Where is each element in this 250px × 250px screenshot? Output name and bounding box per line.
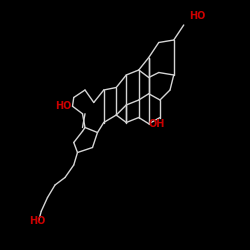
- Text: HO: HO: [29, 216, 45, 226]
- Text: HO: HO: [189, 11, 205, 21]
- Text: HO: HO: [55, 101, 71, 111]
- Text: OH: OH: [149, 119, 165, 129]
